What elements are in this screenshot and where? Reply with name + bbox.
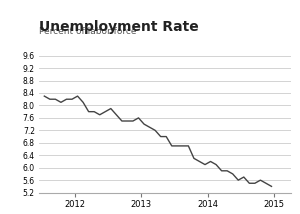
Text: Unemployment Rate: Unemployment Rate — [39, 20, 199, 34]
Text: Percent of labor force: Percent of labor force — [39, 27, 136, 36]
